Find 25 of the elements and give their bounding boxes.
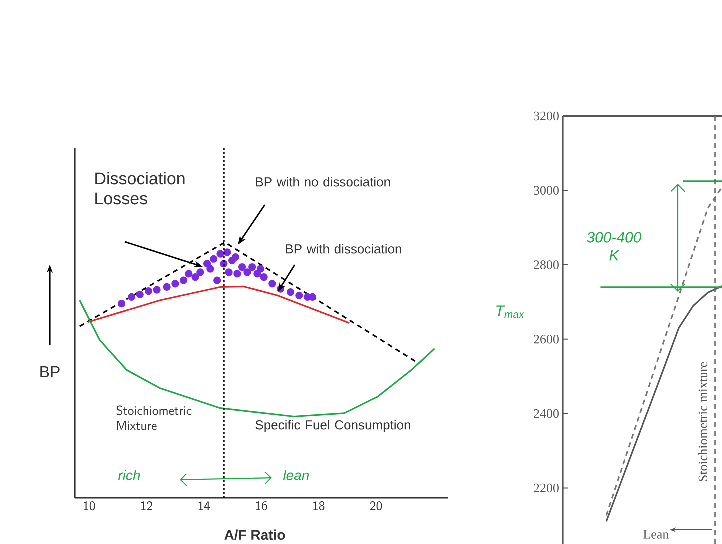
- y-tick-label: 3000: [534, 186, 559, 195]
- x-tick-label: 14: [198, 502, 210, 510]
- y-tick-label: 2200: [534, 484, 559, 493]
- annotation: Specific Fuel Consumption: [256, 420, 410, 432]
- x-tick-label: 16: [256, 502, 268, 511]
- y-tick-label: 2800: [534, 260, 559, 270]
- annotation: BP with dissociation: [286, 244, 402, 254]
- x-tick-label: 20: [370, 502, 382, 511]
- y-tick-label: 2600: [534, 335, 559, 344]
- annotation: lean: [283, 470, 310, 480]
- annotation: Lean: [644, 530, 669, 539]
- ref-line-label: Stoichiometric Mixture: [116, 406, 192, 430]
- x-tick-label: 18: [314, 502, 325, 511]
- x-tick-label: 10: [84, 502, 96, 511]
- y-axis-title: BP: [40, 366, 60, 378]
- x-tick-label: 12: [142, 502, 152, 510]
- y-tick-label: 2400: [534, 409, 559, 418]
- x-axis-title: A/F Ratio: [224, 530, 286, 540]
- text: BP with no dissociation: [256, 177, 390, 187]
- y-tick-label: 3200: [534, 112, 559, 121]
- annotation: Stoichiometric mixture: [698, 362, 708, 482]
- ref-line-label: T$_{max}$: [496, 306, 525, 318]
- annotation: rich: [118, 470, 140, 480]
- annotation: 300-400 K: [587, 232, 642, 261]
- text: Dissociation Losses: [96, 172, 185, 205]
